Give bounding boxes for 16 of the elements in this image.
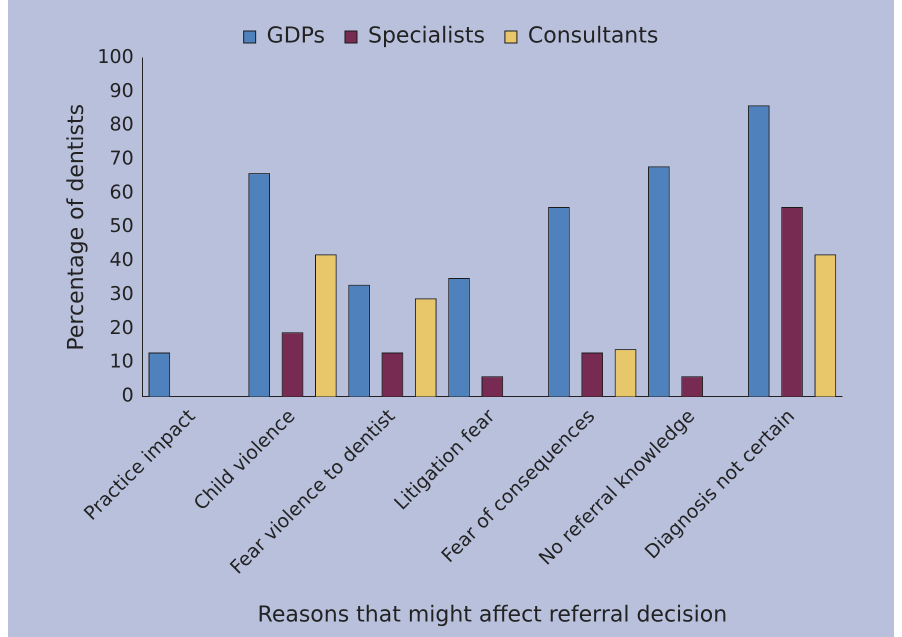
y-tick-label: 0 [122,384,134,406]
y-axis-title: Percentage of dentists [64,104,89,351]
legend-label: Specialists [368,24,485,49]
legend-label: Consultants [528,24,658,49]
y-tick-label: 10 [109,350,134,373]
x-axis-title: Reasons that might affect referral decision [258,602,728,628]
y-tick-label: 40 [109,249,134,272]
y-tick-label: 90 [109,80,134,102]
y-tick-label: 70 [109,147,134,170]
y-tick-label: 100 [97,46,134,68]
legend-label: GDPs [266,24,326,49]
y-tick-label: 80 [109,114,134,136]
y-tick-label: 30 [109,282,134,305]
y-tick-label: 60 [109,181,134,204]
y-tick-label: 20 [109,316,134,339]
y-tick-label: 50 [109,215,134,238]
